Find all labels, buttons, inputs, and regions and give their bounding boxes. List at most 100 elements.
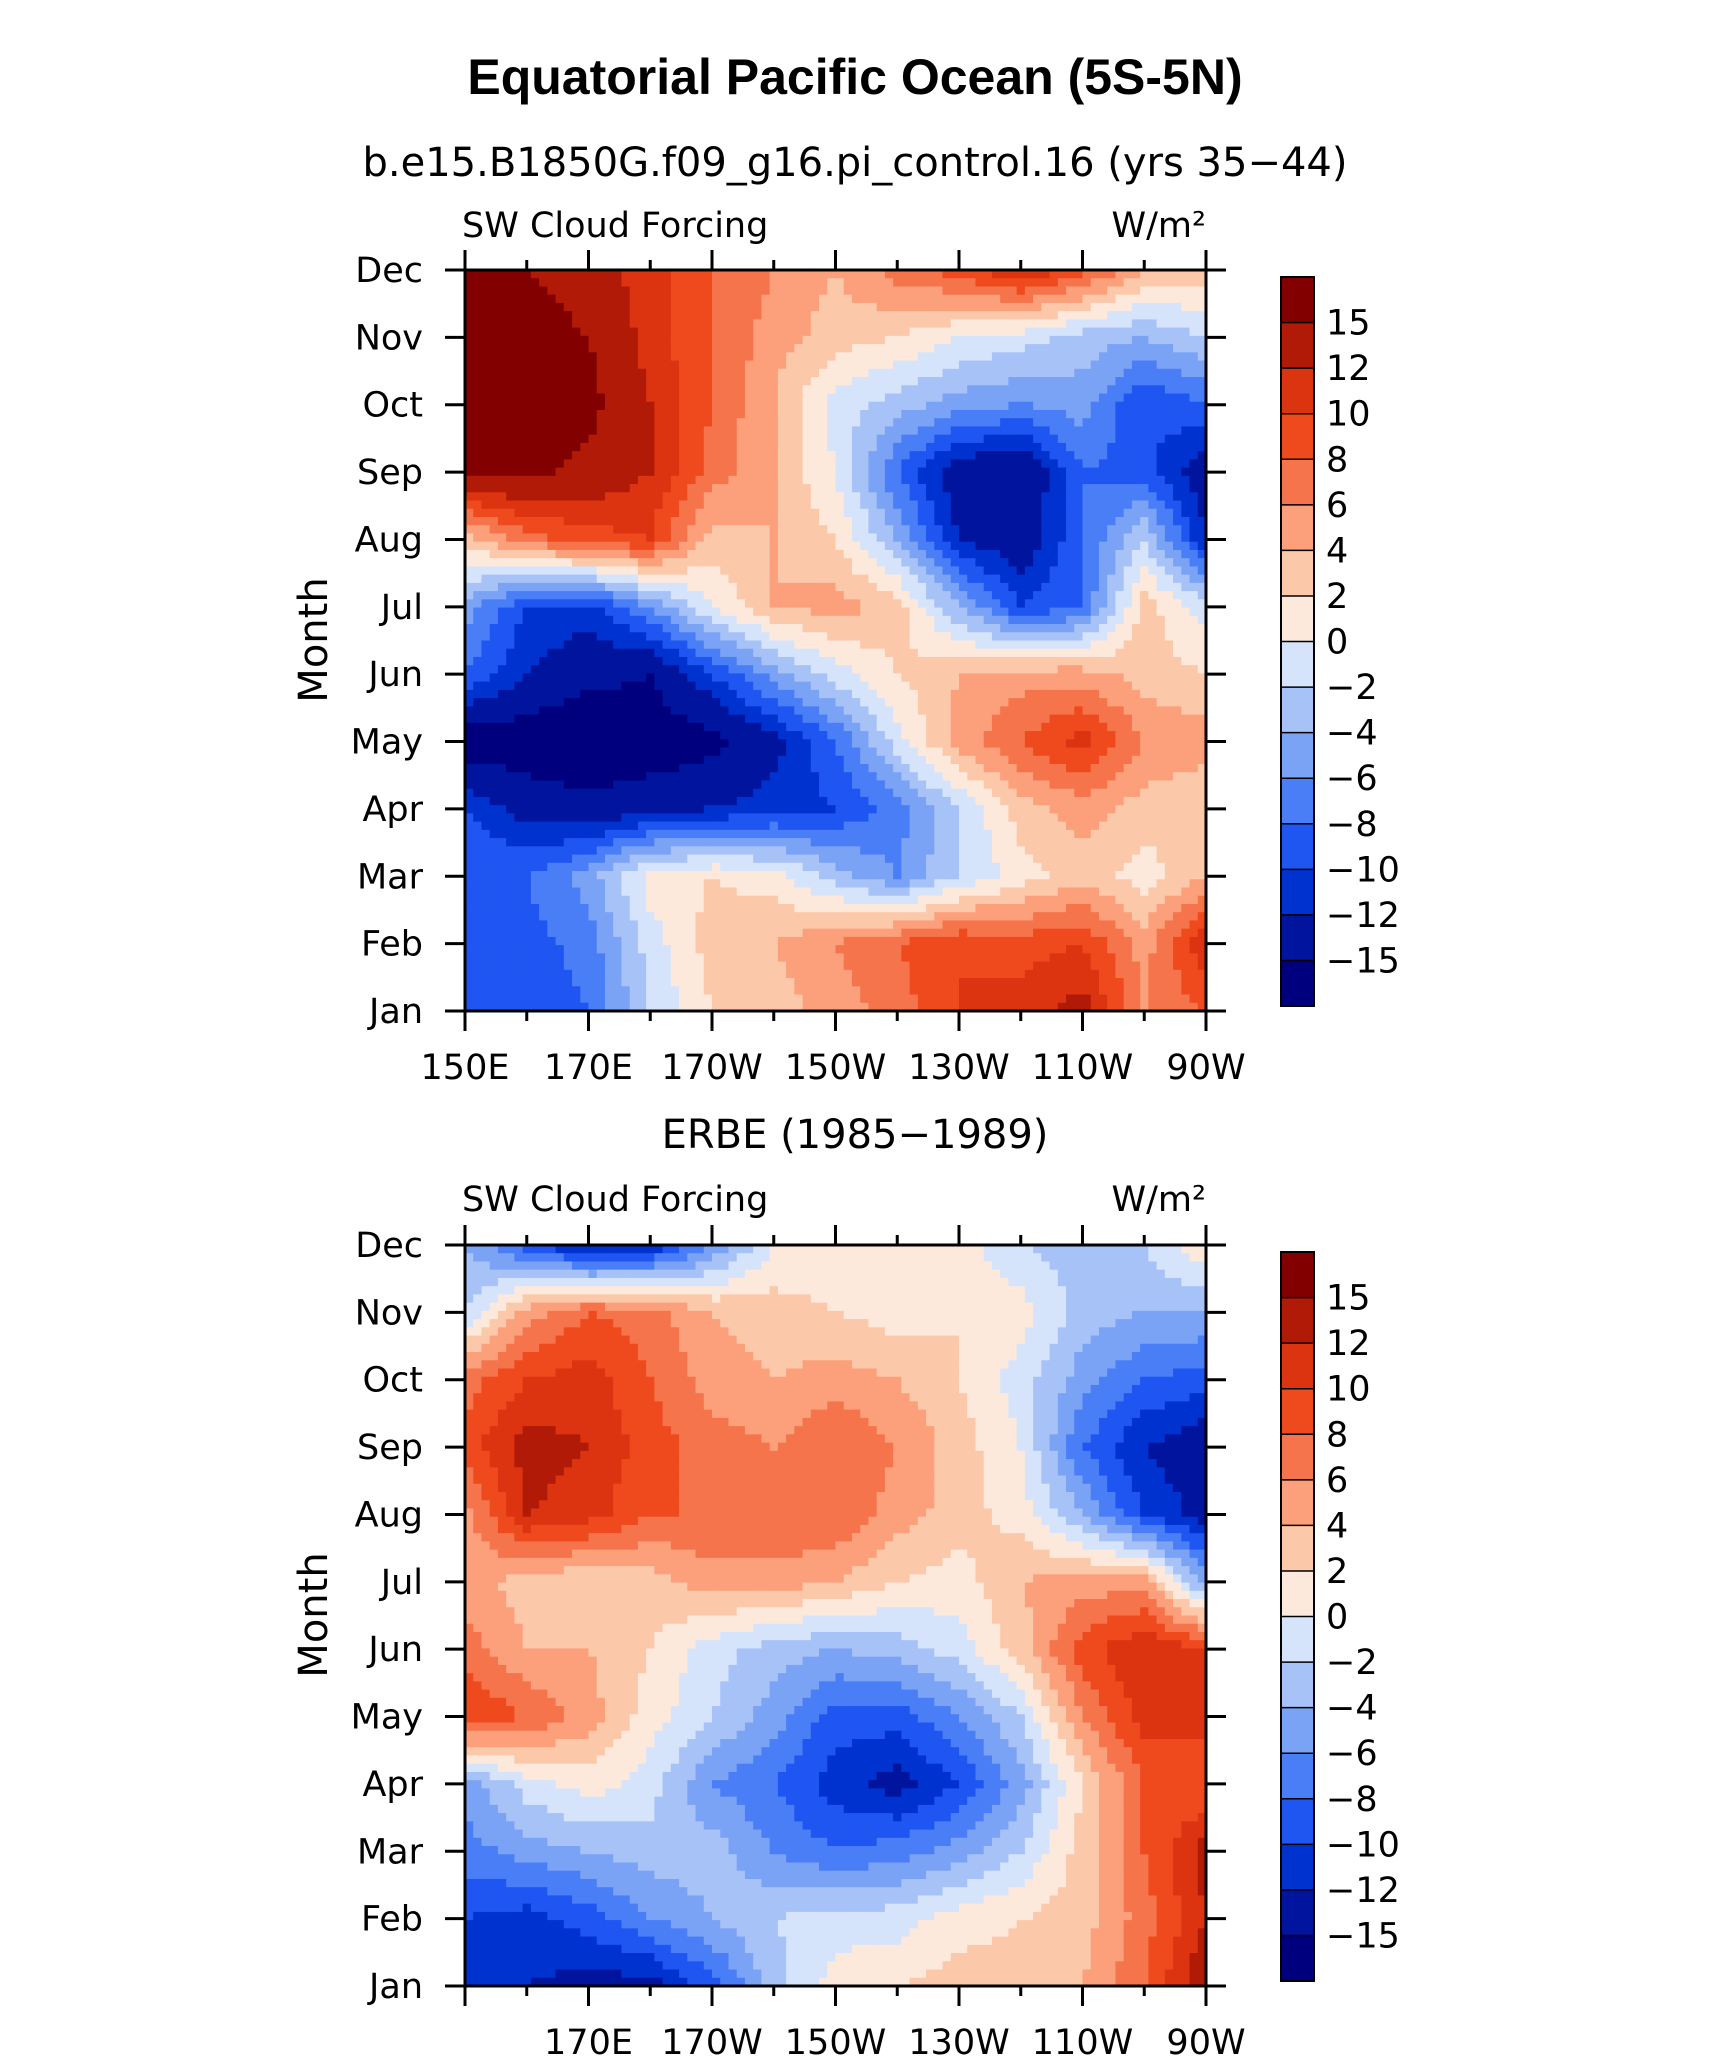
heatmap-cell (1140, 673, 1149, 682)
heatmap-cell (646, 344, 655, 353)
heatmap-cell (704, 624, 713, 633)
heatmap-cell (1165, 525, 1174, 534)
heatmap-cell (1124, 566, 1133, 575)
heatmap-cell (654, 583, 663, 592)
heatmap-cell (943, 451, 952, 460)
heatmap-cell (877, 583, 886, 592)
heatmap-cell (811, 673, 820, 682)
heatmap-cell (1017, 624, 1026, 633)
heatmap-cell (1033, 698, 1042, 707)
heatmap-cell (621, 723, 630, 732)
heatmap-cell (696, 583, 705, 592)
heatmap-cell (1165, 418, 1174, 427)
heatmap-cell (1190, 311, 1199, 320)
heatmap-cell (1173, 369, 1182, 378)
heatmap-cell (885, 377, 894, 386)
heatmap-cell (638, 319, 647, 328)
heatmap-cell (992, 624, 1001, 633)
heatmap-cell (1074, 673, 1083, 682)
heatmap-cell (778, 344, 787, 353)
heatmap-cell (1132, 336, 1141, 345)
heatmap-cell (473, 616, 482, 625)
heatmap-cell (663, 435, 672, 444)
heatmap-cell (580, 443, 589, 452)
heatmap-cell (984, 336, 993, 345)
heatmap-cell (786, 715, 795, 724)
heatmap-cell (778, 682, 787, 691)
heatmap-cell (753, 468, 762, 477)
heatmap-cell (1008, 402, 1017, 411)
heatmap-cell (827, 369, 836, 378)
heatmap-cell (638, 657, 647, 666)
heatmap-cell (1132, 690, 1141, 699)
heatmap-cell (1050, 361, 1059, 370)
heatmap-cell (770, 418, 779, 427)
heatmap-cell (1181, 394, 1190, 403)
heatmap-cell (992, 492, 1001, 501)
heatmap-cell (1008, 476, 1017, 485)
heatmap-cell (621, 632, 630, 641)
heatmap-cell (1107, 336, 1116, 345)
heatmap-cell (786, 657, 795, 666)
heatmap-cell (926, 468, 935, 477)
heatmap-cell (794, 542, 803, 551)
heatmap-cell (1107, 632, 1116, 641)
heatmap-cell (481, 451, 490, 460)
heatmap-cell (753, 410, 762, 419)
heatmap-cell (646, 468, 655, 477)
heatmap-cell (506, 517, 515, 526)
heatmap-cell (654, 443, 663, 452)
heatmap-cell (819, 682, 828, 691)
heatmap-cell (572, 418, 581, 427)
heatmap-cell (1000, 533, 1009, 542)
heatmap-cell (481, 682, 490, 691)
heatmap-cell (885, 566, 894, 575)
heatmap-cell (1041, 435, 1050, 444)
heatmap-cell (803, 402, 812, 411)
heatmap-cell (786, 459, 795, 468)
heatmap-cell (1033, 295, 1042, 304)
heatmap-cell (490, 550, 499, 559)
heatmap-cell (556, 542, 565, 551)
heatmap-cell (951, 303, 960, 312)
heatmap-cell (531, 624, 540, 633)
heatmap-cell (753, 394, 762, 403)
heatmap-cell (720, 657, 729, 666)
heatmap-cell (877, 533, 886, 542)
heatmap-cell (481, 517, 490, 526)
heatmap-cell (654, 492, 663, 501)
heatmap-cell (836, 501, 845, 510)
heatmap-cell (621, 608, 630, 617)
heatmap-cell (934, 311, 943, 320)
heatmap-cell (663, 706, 672, 715)
heatmap-cell (1099, 608, 1108, 617)
heatmap-cell (1115, 369, 1124, 378)
heatmap-cell (926, 517, 935, 526)
heatmap-cell (819, 566, 828, 575)
heatmap-cell (720, 706, 729, 715)
heatmap-cell (613, 410, 622, 419)
heatmap-cell (506, 682, 515, 691)
heatmap-cell (1099, 525, 1108, 534)
heatmap-cell (580, 583, 589, 592)
heatmap-cell (819, 443, 828, 452)
heatmap-cell (1157, 328, 1166, 337)
heatmap-cell (646, 715, 655, 724)
heatmap-cell (860, 377, 869, 386)
heatmap-cell (951, 295, 960, 304)
heatmap-cell (1148, 476, 1157, 485)
heatmap-cell (844, 624, 853, 633)
heatmap-cell (687, 657, 696, 666)
heatmap-cell (893, 624, 902, 633)
heatmap-cell (679, 673, 688, 682)
heatmap-cell (811, 295, 820, 304)
heatmap-cell (728, 385, 737, 394)
heatmap-cell (597, 459, 606, 468)
heatmap-cell (556, 410, 565, 419)
heatmap-cell (877, 426, 886, 435)
heatmap-cell (1050, 352, 1059, 361)
heatmap-cell (523, 361, 532, 370)
heatmap-cell (1140, 328, 1149, 337)
heatmap-cell (605, 649, 614, 658)
heatmap-cell (481, 394, 490, 403)
